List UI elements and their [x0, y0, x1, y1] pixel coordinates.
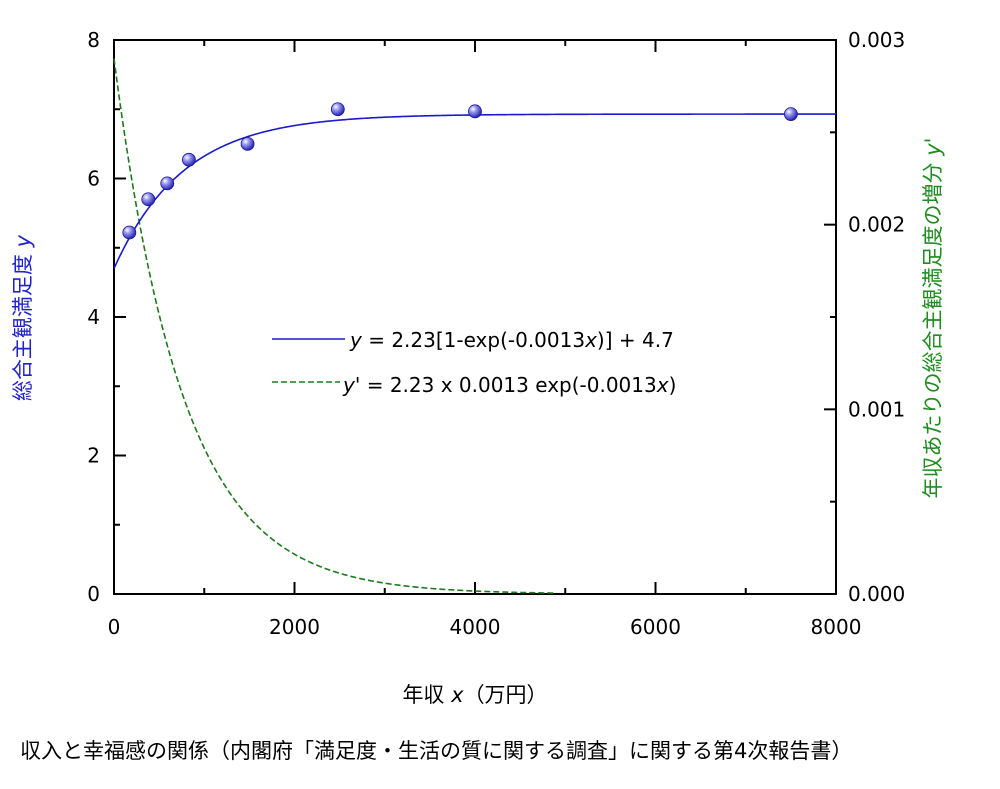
y-right-tick-label: 0.002	[848, 213, 905, 237]
legend-derivative-label-body: = 2.23 x 0.0013 exp(-0.0013	[360, 373, 656, 397]
legend-fit-label: y = 2.23[1-exp(-0.0013x)] + 4.7	[349, 328, 674, 352]
data-point	[141, 192, 156, 207]
x-tick-label: 6000	[630, 615, 681, 639]
x-tick-label: 4000	[450, 615, 501, 639]
legend-derivative-label-x: x	[656, 373, 669, 397]
x-axis-title-var: x	[450, 683, 464, 707]
legend-derivative-label: y' = 2.23 x 0.0013 exp(-0.0013x)	[342, 373, 676, 397]
data-point	[783, 107, 798, 121]
y-left-tick-label: 8	[87, 28, 100, 52]
data-point	[330, 102, 345, 117]
derivative-curve	[113, 58, 557, 594]
y-right-tick-label: 0.001	[848, 397, 905, 421]
legend-derivative-label-tail: )	[669, 373, 677, 397]
data-point	[122, 225, 137, 240]
fit-curve	[113, 113, 836, 269]
y-axis-right-title: 年収あたりの総合主観満足度の増分 y'	[921, 138, 945, 499]
plot-frame	[113, 39, 837, 595]
data-point	[160, 176, 175, 191]
x-axis-title: 年収 x（万円）	[402, 683, 547, 707]
y-left-tick-label: 4	[87, 305, 100, 329]
y-axis-left-title: 総合主観満足度 y	[11, 234, 35, 401]
y-left-tick-label: 2	[87, 444, 100, 468]
legend-fit-label-x: x	[584, 328, 597, 352]
chart-caption: 収入と幸福感の関係（内閣府「満足度・生活の質に関する調査」に関する第4次報告書）	[20, 739, 852, 763]
y-right-tick-label: 0.000	[848, 582, 905, 606]
x-axis-title-post: （万円）	[464, 683, 548, 707]
y-axis-right-title-var: y'	[921, 138, 945, 157]
y-axis-right-title-pre: 年収あたりの総合主観満足度の増分	[921, 156, 945, 499]
tick-labels: 0 2000 4000 6000 8000 0 2 4 6 8 0.000 0.001 0.002 0.0…	[87, 28, 905, 639]
legend-fit-label-var: y	[349, 328, 363, 352]
data-point	[468, 104, 482, 119]
legend-derivative-label-var: y'	[342, 373, 360, 397]
y-left-tick-label: 6	[87, 167, 100, 191]
data-point	[240, 136, 255, 151]
legend-fit-label-tail: )] + 4.7	[597, 328, 674, 352]
y-right-tick-label: 0.003	[848, 28, 905, 52]
x-tick-label: 8000	[811, 615, 862, 639]
y-left-tick-label: 0	[87, 582, 100, 606]
y-axis-left-title-pre: 総合主観満足度	[11, 247, 35, 401]
y-axis-left-title-var: y	[11, 234, 35, 248]
data-point	[182, 152, 196, 167]
x-axis-title-pre: 年収	[402, 683, 451, 707]
x-tick-label: 0	[108, 615, 121, 639]
data-points	[122, 102, 798, 240]
x-tick-label: 2000	[269, 615, 320, 639]
tick-marks	[113, 39, 837, 595]
legend-fit-label-body: = 2.23[1-exp(-0.0013	[362, 328, 585, 352]
